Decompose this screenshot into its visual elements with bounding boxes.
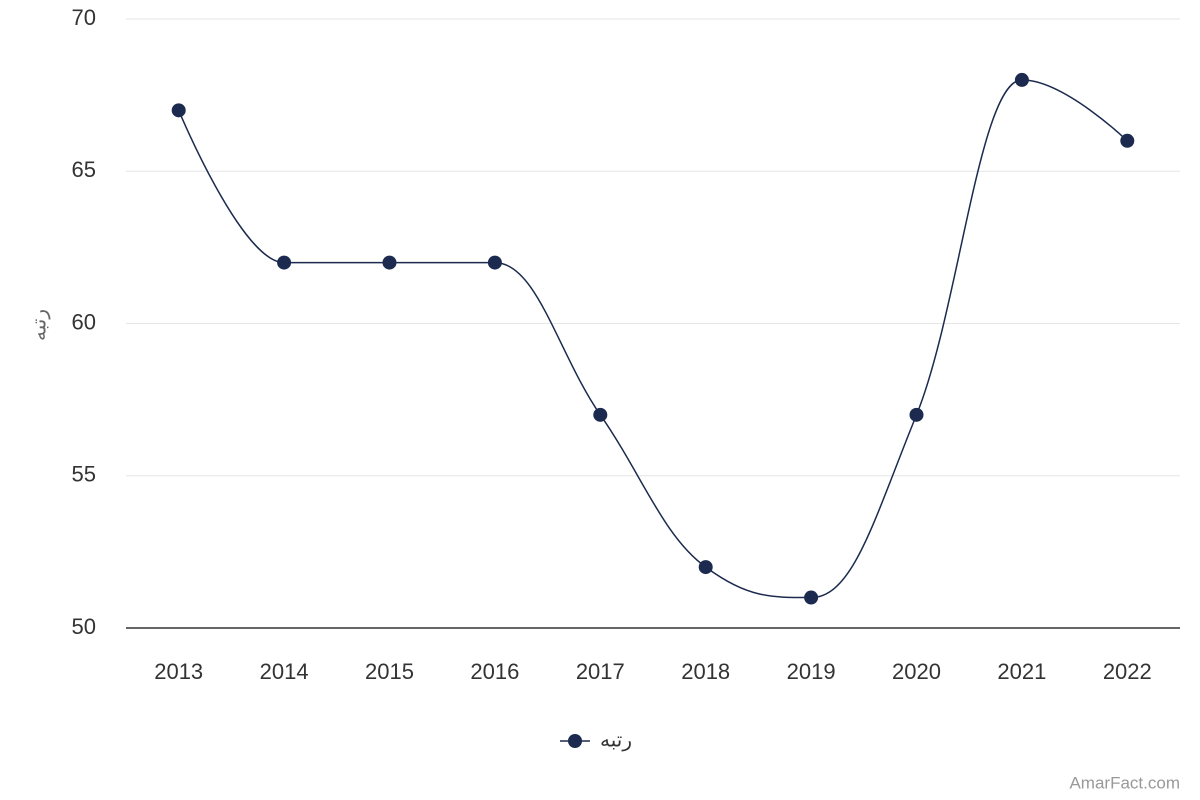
x-tick-label: 2018: [681, 659, 730, 684]
y-axis-label: رتبه: [28, 309, 50, 341]
x-tick-label: 2021: [997, 659, 1046, 684]
point: [487, 255, 502, 270]
point: [1120, 133, 1135, 148]
y-tick-label: 70: [72, 5, 96, 30]
y-tick-label: 65: [72, 157, 96, 182]
point: [277, 255, 292, 270]
x-tick-label: 2022: [1103, 659, 1152, 684]
x-tick-label: 2016: [470, 659, 519, 684]
x-tick-label: 2013: [154, 659, 203, 684]
y-tick-label: 50: [72, 614, 96, 639]
point: [698, 560, 713, 575]
line: [178, 79, 1128, 599]
credits[interactable]: AmarFact.com: [1069, 773, 1180, 792]
x-tick-label: 2017: [576, 659, 625, 684]
point: [909, 407, 924, 422]
x-tick-label: 2020: [892, 659, 941, 684]
point: [804, 590, 819, 605]
point: [593, 407, 608, 422]
point: [171, 103, 186, 118]
x-tick-label: 2019: [787, 659, 836, 684]
y-tick-label: 60: [72, 309, 96, 334]
legend-label[interactable]: رتبه: [600, 729, 632, 751]
legend-symbol: [568, 734, 582, 748]
y-tick-label: 55: [72, 462, 96, 487]
point: [1014, 72, 1029, 87]
point: [382, 255, 397, 270]
x-tick-label: 2014: [260, 659, 309, 684]
x-tick-label: 2015: [365, 659, 414, 684]
